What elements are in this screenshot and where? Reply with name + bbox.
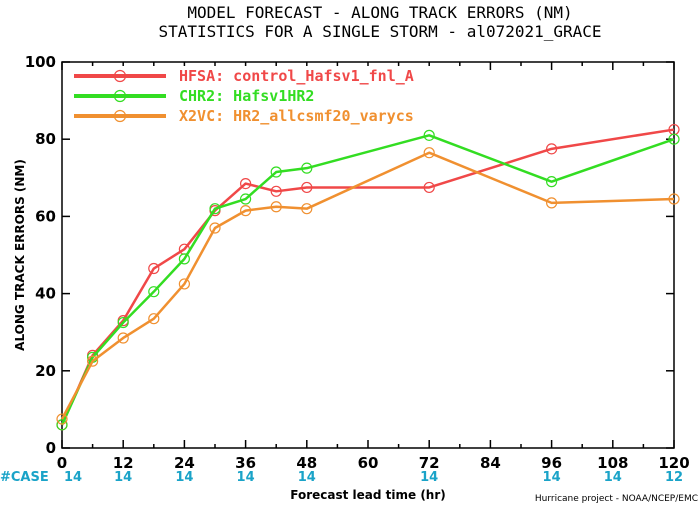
data-point	[423, 181, 435, 194]
case-count: 12	[665, 470, 683, 485]
x-tick-label: 108	[597, 454, 628, 472]
x-tick-label: 48	[296, 454, 317, 472]
x-axis-label: Forecast lead time (hr)	[290, 488, 446, 502]
x-tick-label: 96	[541, 454, 562, 472]
data-point	[117, 332, 129, 344]
case-count: 14	[543, 470, 561, 485]
data-point	[178, 253, 190, 265]
data-point	[240, 205, 252, 217]
data-point	[545, 143, 558, 155]
legend-item: CHR2: Hafsv1HR2	[74, 87, 314, 105]
case-count: 14	[298, 470, 316, 485]
y-tick-label: 100	[25, 53, 56, 71]
data-point	[240, 193, 252, 205]
data-point	[423, 147, 435, 159]
chart-title-line1: MODEL FORECAST - ALONG TRACK ERRORS (NM)	[187, 3, 572, 22]
case-counts: 14 14 14 14 14 14 14 14 12	[64, 470, 683, 485]
data-point	[545, 197, 558, 209]
chart-title-line2: STATISTICS FOR A SINGLE STORM - al072021…	[158, 22, 601, 41]
series-line	[60, 151, 675, 420]
legend-item: HFSA: control_Hafsv1_fnl_A	[74, 67, 414, 85]
x-tick-label: 72	[419, 454, 440, 472]
y-tick-label: 0	[46, 439, 56, 457]
x-tick-label: 36	[235, 454, 256, 472]
x-tick-label: 84	[480, 454, 501, 472]
case-count: 14	[604, 470, 622, 485]
data-point	[270, 166, 282, 178]
data-point	[301, 181, 313, 194]
case-count: 14	[114, 470, 132, 485]
y-tick-label: 60	[35, 207, 56, 225]
data-point	[209, 203, 221, 215]
series-line	[60, 134, 675, 426]
series-layer	[56, 123, 680, 431]
legend-swatch-marker	[113, 89, 127, 103]
legend-label: X2VC: HR2_allcsmf20_varycs	[179, 107, 414, 125]
case-count: 14	[175, 470, 193, 485]
y-tick-label: 80	[35, 130, 56, 148]
data-point	[668, 193, 680, 205]
credit-text: Hurricane project - NOAA/NCEP/EMC	[535, 494, 698, 504]
data-point	[86, 355, 99, 367]
series-2	[56, 129, 680, 431]
y-tick-label: 20	[35, 362, 56, 380]
legend: HFSA: control_Hafsv1_fnl_A CHR2: Hafsv1HR…	[70, 66, 470, 128]
legend-label: CHR2: Hafsv1HR2	[179, 87, 314, 105]
case-count: 14	[420, 470, 438, 485]
data-point	[270, 201, 282, 213]
data-point	[545, 176, 558, 188]
data-point	[56, 419, 68, 431]
series-3	[56, 147, 680, 425]
data-point	[423, 129, 435, 141]
data-point	[301, 203, 313, 215]
data-point	[209, 222, 221, 234]
case-count: 14	[64, 470, 82, 485]
x-tick-label: 120	[658, 454, 689, 472]
data-point	[56, 413, 68, 425]
legend-item: X2VC: HR2_allcsmf20_varycs	[74, 107, 414, 125]
y-axis-label: ALONG TRACK ERRORS (NM)	[13, 159, 27, 351]
data-point	[668, 133, 680, 145]
data-point	[148, 262, 160, 275]
legend-swatch-marker	[113, 109, 127, 123]
data-point	[240, 177, 252, 190]
x-tick-label: 60	[358, 454, 379, 472]
data-point	[148, 313, 160, 325]
y-axis-ticks: 0 20 40 60 80 100	[25, 53, 674, 457]
data-point	[270, 185, 282, 197]
legend-label: HFSA: control_Hafsv1_fnl_A	[179, 67, 414, 85]
x-tick-label: 24	[174, 454, 195, 472]
legend-swatch-marker	[113, 69, 127, 83]
case-label: #CASE	[0, 470, 49, 485]
series-line	[60, 128, 675, 426]
x-tick-label: 0	[57, 454, 67, 472]
data-point	[117, 316, 129, 329]
y-tick-label: 40	[35, 285, 56, 303]
data-point	[148, 286, 160, 298]
x-axis-ticks: 0 12 24 36 48 60 72 84 96 108 120	[57, 62, 690, 472]
data-point	[301, 162, 313, 174]
case-count: 14	[237, 470, 255, 485]
data-point	[178, 278, 190, 290]
x-tick-label: 12	[113, 454, 134, 472]
